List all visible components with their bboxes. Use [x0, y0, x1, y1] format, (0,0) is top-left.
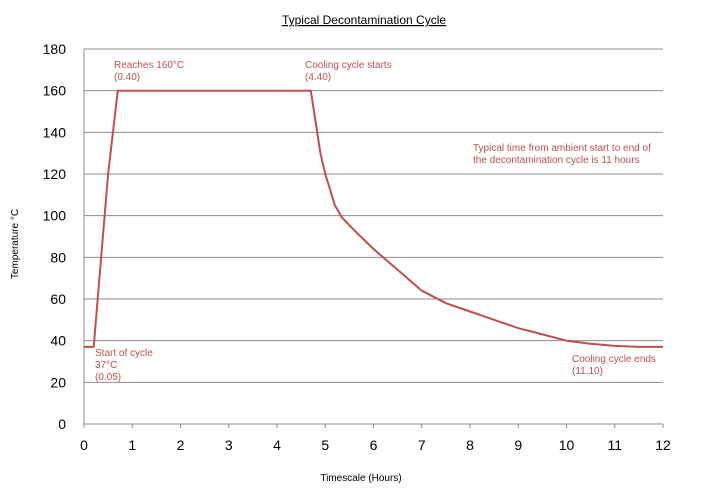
x-axis-label: Timescale (Hours): [320, 473, 401, 484]
annotation-cooling-end: Cooling cycle ends (11.10): [572, 354, 656, 377]
series-line: [84, 89, 663, 348]
annotation-reaches: Reaches 160°C (0.40): [114, 60, 184, 83]
annotations: Start of cycle 37°C (0.05) Reaches 160°C (0.…: [95, 60, 656, 383]
x-tick-label: 12: [655, 437, 671, 453]
y-tick-label: 0: [58, 416, 66, 432]
x-tick-label: 4: [273, 437, 281, 453]
y-tick-label: 180: [43, 41, 67, 57]
x-tick-label: 11: [607, 437, 622, 453]
x-tick-label: 6: [370, 437, 378, 453]
x-tick-label: 5: [321, 437, 329, 453]
y-tick-label: 120: [43, 166, 67, 182]
grid: [84, 48, 663, 383]
annotation-cooling-start: Cooling cycle starts (4.40): [305, 60, 392, 83]
series: [84, 89, 663, 348]
annotation-note: Typical time from ambient start to end o…: [473, 143, 651, 166]
annotation-start: Start of cycle 37°C (0.05): [95, 348, 153, 383]
x-tick-label: 10: [559, 437, 575, 453]
x-tick-labels: 0 1 2 3 4 5 6 7 8 9 10 11 12: [80, 424, 671, 453]
x-tick-label: 2: [177, 437, 185, 453]
y-tick-label: 100: [43, 208, 67, 224]
x-tick-label: 0: [80, 437, 88, 453]
y-tick-label: 160: [43, 83, 67, 99]
x-tick-label: 9: [514, 437, 522, 453]
x-tick-label: 1: [128, 437, 136, 453]
y-tick-label: 60: [50, 291, 66, 307]
y-tick-label: 40: [50, 333, 66, 349]
y-tick-label: 20: [50, 374, 66, 390]
y-tick-label: 80: [50, 249, 66, 265]
chart-title: Typical Decontamination Cycle: [282, 13, 446, 27]
x-tick-label: 3: [225, 437, 233, 453]
x-tick-label: 7: [418, 437, 426, 453]
y-tick-labels: 0 20 40 60 80 100 120 140 160 180: [43, 41, 67, 432]
y-axis-label: Temperature °C: [10, 209, 21, 279]
y-tick-label: 140: [43, 124, 67, 140]
x-tick-label: 8: [466, 437, 474, 453]
